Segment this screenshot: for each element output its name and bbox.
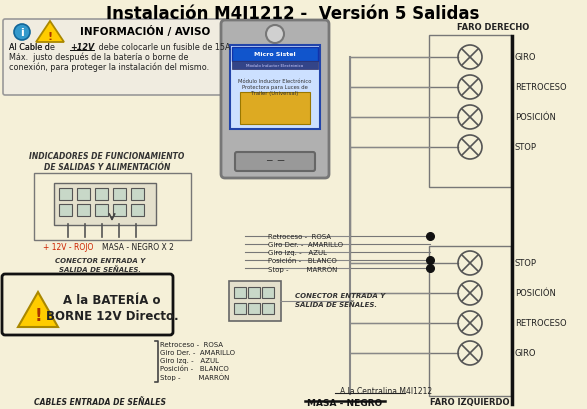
FancyBboxPatch shape — [230, 46, 320, 130]
FancyBboxPatch shape — [96, 188, 109, 200]
Text: FARO IZQUIERDO: FARO IZQUIERDO — [430, 398, 510, 407]
Text: GIRO: GIRO — [515, 53, 537, 62]
FancyBboxPatch shape — [248, 287, 261, 298]
Text: Módulo Inductor Electrónico
Protectora para Luces de
Trailer (Universal): Módulo Inductor Electrónico Protectora p… — [238, 79, 312, 95]
FancyBboxPatch shape — [131, 188, 144, 200]
FancyBboxPatch shape — [235, 153, 315, 172]
FancyBboxPatch shape — [229, 281, 281, 321]
Text: Stop -        MARRÓN: Stop - MARRÓN — [268, 265, 338, 272]
FancyBboxPatch shape — [77, 188, 90, 200]
Text: GIRO: GIRO — [515, 348, 537, 357]
Text: !: ! — [48, 32, 53, 42]
FancyBboxPatch shape — [262, 303, 275, 314]
FancyBboxPatch shape — [77, 204, 90, 216]
Text: + 12V - ROJO: + 12V - ROJO — [43, 243, 93, 252]
FancyBboxPatch shape — [113, 188, 127, 200]
Text: Al Cable d: Al Cable d — [9, 43, 50, 52]
Text: Giro Izq. -   AZUL: Giro Izq. - AZUL — [268, 249, 327, 255]
FancyBboxPatch shape — [221, 21, 329, 179]
Text: CONECTOR ENTRADA Y
SALIDA DE SEÑALES.: CONECTOR ENTRADA Y SALIDA DE SEÑALES. — [55, 257, 145, 272]
Text: CONECTOR ENTRADA Y
SALIDA DE SEÑALES.: CONECTOR ENTRADA Y SALIDA DE SEÑALES. — [295, 292, 386, 307]
Polygon shape — [36, 22, 64, 43]
Text: Stop -        MARRÓN: Stop - MARRÓN — [160, 372, 230, 380]
Text: FARO DERECHO: FARO DERECHO — [457, 22, 529, 31]
FancyBboxPatch shape — [234, 287, 247, 298]
Text: debe colocarle un fusible de 15A: debe colocarle un fusible de 15A — [96, 43, 231, 52]
Text: Giro Der. -  AMARILLO: Giro Der. - AMARILLO — [268, 241, 343, 247]
Text: Al Cable de: Al Cable de — [9, 43, 58, 52]
Text: Módulo Inductor Electrónico: Módulo Inductor Electrónico — [247, 64, 303, 68]
Text: Retroceso -  ROSA: Retroceso - ROSA — [160, 341, 223, 347]
FancyBboxPatch shape — [59, 204, 73, 216]
FancyBboxPatch shape — [59, 188, 73, 200]
FancyBboxPatch shape — [248, 303, 261, 314]
Text: MASA - NEGRO: MASA - NEGRO — [308, 398, 383, 407]
Text: +12V: +12V — [70, 43, 95, 52]
FancyBboxPatch shape — [262, 287, 275, 298]
Text: POSICIÓN: POSICIÓN — [515, 113, 556, 122]
Text: RETROCESO: RETROCESO — [515, 319, 566, 328]
Circle shape — [266, 26, 284, 44]
Text: Posición -   BLANCO: Posición - BLANCO — [160, 365, 229, 371]
Text: MASA - NEGRO X 2: MASA - NEGRO X 2 — [102, 243, 174, 252]
Text: i: i — [20, 28, 24, 38]
Polygon shape — [18, 292, 58, 327]
Text: A la BATERÍA o: A la BATERÍA o — [63, 294, 161, 307]
Text: Micro Sistel: Micro Sistel — [254, 52, 296, 57]
Text: !: ! — [34, 306, 42, 324]
Text: CABLES ENTRADA DE SEÑALES: CABLES ENTRADA DE SEÑALES — [34, 398, 166, 407]
Text: Giro Der. -  AMARILLO: Giro Der. - AMARILLO — [160, 349, 235, 355]
FancyBboxPatch shape — [232, 48, 318, 62]
Text: Máx.  justo después de la batería o borne de: Máx. justo después de la batería o borne… — [9, 53, 188, 62]
FancyBboxPatch shape — [232, 62, 318, 70]
Text: INDICADORES DE FUNCIONAMIENTO
DE SALIDAS Y ALIMENTACIÓN: INDICADORES DE FUNCIONAMIENTO DE SALIDAS… — [29, 151, 185, 172]
FancyBboxPatch shape — [240, 93, 310, 125]
FancyBboxPatch shape — [96, 204, 109, 216]
Text: Posición -   BLANCO: Posición - BLANCO — [268, 257, 337, 263]
Text: BORNE 12V Directo.: BORNE 12V Directo. — [46, 310, 178, 323]
FancyBboxPatch shape — [54, 184, 156, 225]
Text: STOP: STOP — [515, 143, 537, 152]
Text: INFORMACIÓN / AVISO: INFORMACIÓN / AVISO — [80, 25, 210, 36]
Text: STOP: STOP — [515, 259, 537, 268]
FancyBboxPatch shape — [3, 20, 227, 96]
Text: Instalación M4I1212 -  Versión 5 Salidas: Instalación M4I1212 - Versión 5 Salidas — [106, 5, 480, 23]
FancyBboxPatch shape — [113, 204, 127, 216]
Text: Retroceso -  ROSA: Retroceso - ROSA — [268, 234, 331, 239]
FancyBboxPatch shape — [234, 303, 247, 314]
Circle shape — [14, 25, 30, 41]
FancyBboxPatch shape — [2, 274, 173, 335]
Text: POSICIÓN: POSICIÓN — [515, 289, 556, 298]
Text: ━━   ━━: ━━ ━━ — [266, 159, 284, 164]
Text: Giro Izq. -   AZUL: Giro Izq. - AZUL — [160, 357, 219, 363]
Text: A la Centralina M4I1212: A la Centralina M4I1212 — [340, 387, 432, 396]
Text: RETROCESO: RETROCESO — [515, 83, 566, 92]
FancyBboxPatch shape — [131, 204, 144, 216]
Text: conexión, para proteger la instalación del mismo.: conexión, para proteger la instalación d… — [9, 63, 209, 72]
